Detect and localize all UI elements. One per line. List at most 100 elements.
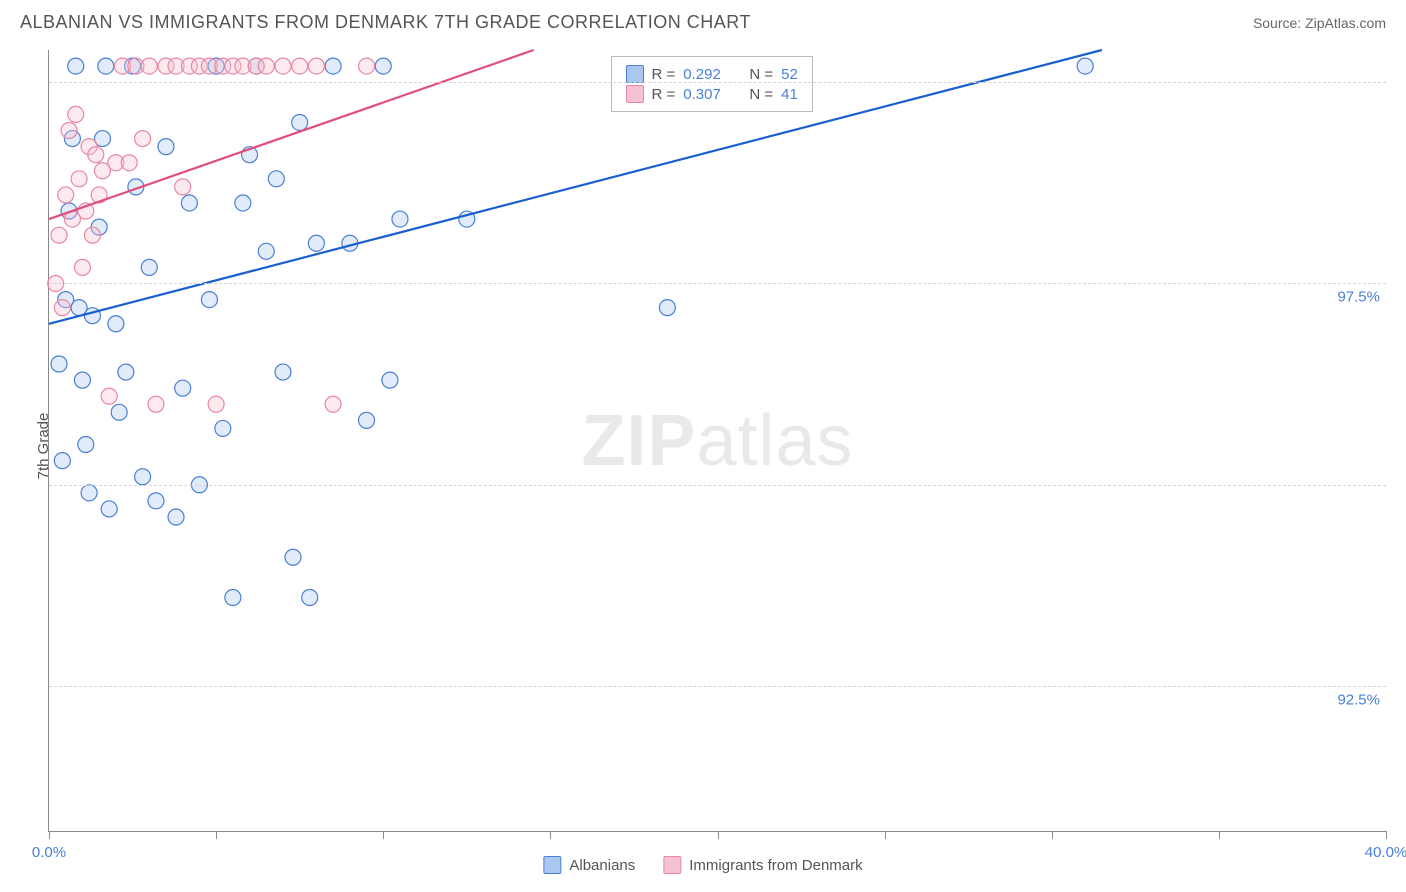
x-tick-label: 0.0%: [32, 844, 66, 861]
scatter-point: [215, 420, 231, 436]
scatter-point: [175, 380, 191, 396]
scatter-point: [135, 131, 151, 147]
scatter-svg: [49, 50, 1386, 831]
scatter-point: [111, 404, 127, 420]
scatter-point: [135, 469, 151, 485]
scatter-point: [68, 106, 84, 122]
scatter-point: [308, 58, 324, 74]
trend-line: [49, 50, 534, 219]
scatter-point: [308, 235, 324, 251]
scatter-point: [54, 453, 70, 469]
x-tick: [718, 831, 719, 839]
scatter-point: [258, 58, 274, 74]
stat-value-n: 41: [781, 86, 798, 103]
legend-label: Immigrants from Denmark: [689, 857, 862, 874]
x-tick: [1219, 831, 1220, 839]
x-tick: [885, 831, 886, 839]
scatter-point: [225, 590, 241, 606]
scatter-point: [275, 364, 291, 380]
scatter-point: [201, 292, 217, 308]
stat-value-r: 0.307: [683, 86, 721, 103]
stat-value-r: 0.292: [683, 66, 721, 83]
y-tick-label: 92.5%: [1337, 692, 1380, 709]
scatter-point: [141, 259, 157, 275]
stat-value-n: 52: [781, 66, 798, 83]
scatter-point: [275, 58, 291, 74]
scatter-point: [268, 171, 284, 187]
x-tick: [383, 831, 384, 839]
scatter-point: [148, 396, 164, 412]
header: ALBANIAN VS IMMIGRANTS FROM DENMARK 7TH …: [0, 0, 1406, 41]
stat-label-r: R =: [652, 66, 676, 83]
scatter-point: [1077, 58, 1093, 74]
scatter-point: [61, 123, 77, 139]
scatter-point: [101, 501, 117, 517]
scatter-point: [54, 300, 70, 316]
scatter-point: [325, 58, 341, 74]
x-tick-label: 40.0%: [1365, 844, 1406, 861]
plot-region: ZIPatlas R = 0.292 N = 52R = 0.307 N = 4…: [48, 50, 1386, 832]
x-tick: [550, 831, 551, 839]
scatter-point: [392, 211, 408, 227]
legend-label: Albanians: [569, 857, 635, 874]
scatter-point: [81, 485, 97, 501]
scatter-point: [359, 412, 375, 428]
scatter-point: [74, 372, 90, 388]
scatter-point: [302, 590, 318, 606]
chart-area: ZIPatlas R = 0.292 N = 52R = 0.307 N = 4…: [48, 50, 1386, 832]
scatter-point: [208, 396, 224, 412]
x-tick: [49, 831, 50, 839]
gridline: [49, 686, 1386, 687]
chart-title: ALBANIAN VS IMMIGRANTS FROM DENMARK 7TH …: [20, 12, 751, 33]
scatter-point: [382, 372, 398, 388]
scatter-point: [292, 114, 308, 130]
scatter-point: [325, 396, 341, 412]
scatter-point: [141, 58, 157, 74]
scatter-point: [68, 58, 84, 74]
gridline: [49, 82, 1386, 83]
scatter-point: [84, 227, 100, 243]
scatter-point: [258, 243, 274, 259]
scatter-point: [71, 171, 87, 187]
scatter-point: [51, 227, 67, 243]
legend-item: Albanians: [543, 856, 635, 874]
scatter-point: [88, 147, 104, 163]
scatter-point: [158, 139, 174, 155]
stats-row: R = 0.307 N = 41: [626, 85, 798, 103]
legend-item: Immigrants from Denmark: [663, 856, 862, 874]
scatter-point: [74, 259, 90, 275]
stat-label-r: R =: [652, 86, 676, 103]
scatter-point: [108, 316, 124, 332]
x-tick: [1052, 831, 1053, 839]
stats-legend: R = 0.292 N = 52R = 0.307 N = 41: [611, 56, 813, 112]
scatter-point: [148, 493, 164, 509]
gridline: [49, 485, 1386, 486]
scatter-point: [118, 364, 134, 380]
x-tick: [1386, 831, 1387, 839]
legend-swatch: [626, 65, 644, 83]
gridline: [49, 283, 1386, 284]
scatter-point: [175, 179, 191, 195]
scatter-point: [168, 509, 184, 525]
stats-row: R = 0.292 N = 52: [626, 65, 798, 83]
scatter-point: [292, 58, 308, 74]
scatter-point: [359, 58, 375, 74]
scatter-point: [659, 300, 675, 316]
stat-label-n: N =: [749, 66, 773, 83]
legend-swatch: [663, 856, 681, 874]
scatter-point: [285, 549, 301, 565]
legend-swatch: [626, 85, 644, 103]
scatter-point: [235, 195, 251, 211]
y-tick-label: 97.5%: [1337, 289, 1380, 306]
scatter-point: [101, 388, 117, 404]
scatter-point: [51, 356, 67, 372]
scatter-point: [98, 58, 114, 74]
scatter-point: [121, 155, 137, 171]
x-tick: [216, 831, 217, 839]
source-label: Source: ZipAtlas.com: [1253, 15, 1386, 31]
series-legend: Albanians Immigrants from Denmark: [543, 856, 862, 874]
scatter-point: [181, 195, 197, 211]
scatter-point: [58, 187, 74, 203]
scatter-point: [78, 437, 94, 453]
legend-swatch: [543, 856, 561, 874]
